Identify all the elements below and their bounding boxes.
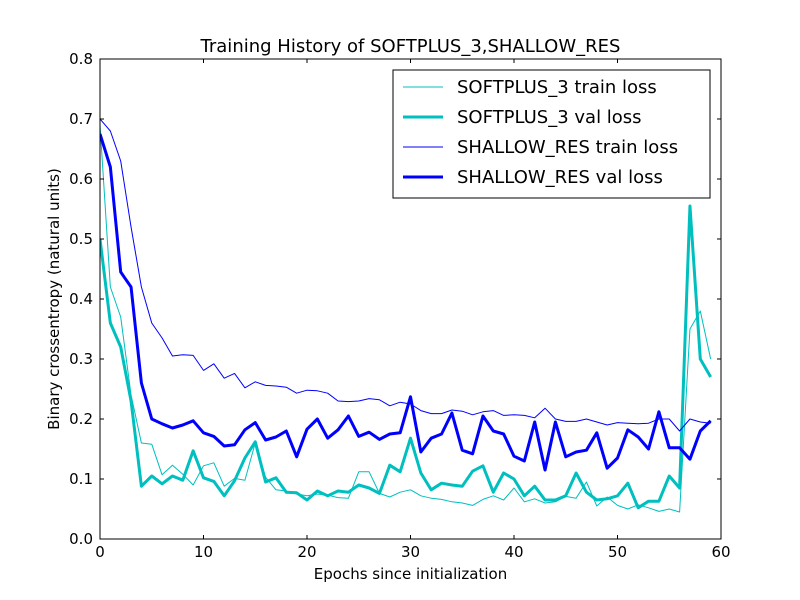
x-tick-label: 10 <box>194 543 213 561</box>
legend-box <box>392 69 711 199</box>
y-tick-label: 0.1 <box>69 470 93 488</box>
y-tick-label: 0.8 <box>69 50 93 68</box>
legend-label-2: SHALLOW_RES train loss <box>457 137 678 158</box>
x-tick-label: 30 <box>401 543 420 561</box>
y-tick-label: 0.3 <box>69 350 93 368</box>
chart-title: Training History of SOFTPLUS_3,SHALLOW_R… <box>200 36 621 57</box>
legend-label-0: SOFTPLUS_3 train loss <box>457 77 657 98</box>
y-tick-label: 0.5 <box>69 230 93 248</box>
y-tick-label: 0.0 <box>69 530 93 548</box>
series-line-3 <box>100 133 712 472</box>
y-tick-label: 0.2 <box>69 410 93 428</box>
legend: SOFTPLUS_3 train loss SOFTPLUS_3 val loss… <box>392 69 711 199</box>
x-axis-title: Epochs since initialization <box>314 565 507 583</box>
legend-label-1: SOFTPLUS_3 val loss <box>457 107 642 128</box>
series-layer <box>100 118 712 513</box>
legend-label-3: SHALLOW_RES val loss <box>457 167 663 188</box>
x-tick-label: 0 <box>95 543 105 561</box>
x-tick-label: 20 <box>297 543 316 561</box>
x-tick-label: 40 <box>504 543 523 561</box>
y-axis-title: Binary crossentropy (natural units) <box>45 168 63 430</box>
series-line-1 <box>100 204 712 510</box>
axes-layer: 0 10 20 30 40 50 60 0.0 0.1 0.2 0.3 0.4 0.5 0.6 0.7 0.8 <box>69 50 730 561</box>
y-tick-label: 0.6 <box>69 170 93 188</box>
series-line-2 <box>100 118 711 432</box>
y-tick-label: 0.4 <box>69 290 93 308</box>
x-tick-label: 50 <box>608 543 627 561</box>
y-tick-label: 0.7 <box>69 110 93 128</box>
x-tick-label: 60 <box>711 543 730 561</box>
